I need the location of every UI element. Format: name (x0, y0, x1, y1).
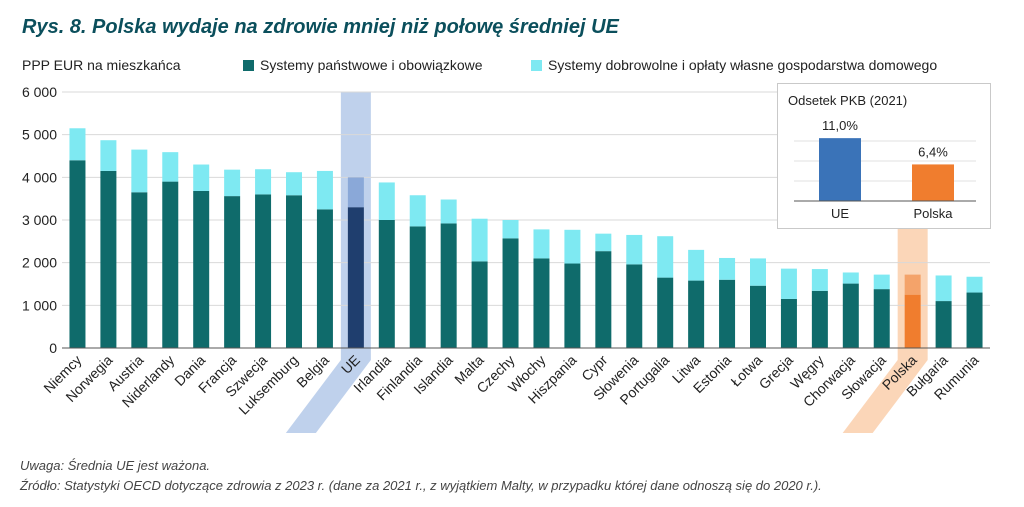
bar-public-Estonia (719, 279, 736, 348)
legend-item-public: Systemy państwowe i obowiązkowe (243, 57, 483, 73)
bar-voluntary-Irlandia (378, 182, 395, 220)
bar-voluntary-Austria (131, 149, 148, 193)
inset-category-label: UE (831, 206, 849, 221)
bar-voluntary-Finlandia (409, 195, 426, 227)
inset-title: Odsetek PKB (2021) (788, 93, 908, 108)
bar-voluntary-Francja (224, 169, 241, 197)
inset-bar-chart: 11,0% UE 6,4% Polska (794, 118, 976, 221)
bar-public-Włochy (533, 258, 550, 348)
bar-public-Bułgaria (935, 301, 952, 348)
bar-public-Islandia (440, 223, 457, 348)
bar-public-Irlandia (378, 220, 395, 348)
bar-voluntary-Grecja (780, 268, 797, 299)
bar-voluntary-Bułgaria (935, 275, 952, 302)
y-tick-label: 5 000 (22, 127, 57, 143)
bar-public-Belgia (316, 209, 333, 348)
bar-voluntary-Estonia (719, 257, 736, 280)
y-tick-label: 0 (49, 340, 57, 356)
bar-voluntary-Norwegia (100, 140, 117, 171)
y-tick-label: 1 000 (22, 297, 57, 313)
inset-value-label: 6,4% (918, 144, 948, 159)
bar-voluntary-Malta (471, 218, 488, 262)
chart-title: Rys. 8. Polska wydaje na zdrowie mniej n… (22, 16, 619, 38)
source-text: Źródło: Statystyki OECD dotyczące zdrowi… (20, 478, 822, 493)
y-tick-label: 2 000 (22, 255, 57, 271)
bar-voluntary-Luksemburg (286, 172, 302, 196)
bar-public-Litwa (688, 280, 705, 348)
bar-public-Francja (224, 196, 241, 348)
bar-voluntary-Niderlandy (162, 152, 179, 182)
bar-voluntary-Włochy (533, 229, 550, 259)
bar-voluntary-Portugalia (657, 236, 674, 278)
inset-value-label: 11,0% (822, 118, 858, 133)
bar-voluntary-UE (347, 177, 364, 208)
bar-public-Czechy (502, 238, 519, 348)
bar-public-Dania (193, 190, 210, 348)
y-axis-unit-label: PPP EUR na mieszkańca (22, 57, 181, 73)
bar-public-Grecja (780, 298, 797, 348)
bar-public-Austria (131, 192, 148, 348)
legend-label-public: Systemy państwowe i obowiązkowe (260, 57, 483, 73)
bar-public-Finlandia (409, 226, 426, 348)
bar-public-Szwecja (255, 194, 272, 348)
bar-voluntary-Niemcy (69, 128, 86, 161)
bar-voluntary-Rumunia (966, 276, 983, 293)
bar-public-Łotwa (750, 285, 766, 348)
bar-voluntary-Litwa (688, 249, 705, 281)
bar-public-UE (347, 207, 364, 348)
y-tick-label: 4 000 (22, 169, 57, 185)
bar-voluntary-Hiszpania (564, 229, 581, 264)
highlight-ribbon-eu (285, 360, 371, 433)
bar-public-Cypr (595, 251, 612, 348)
y-tick-label: 6 000 (22, 84, 57, 100)
y-tick-label: 3 000 (22, 212, 57, 228)
bar-public-Portugalia (657, 277, 674, 348)
bar-voluntary-Belgia (316, 170, 333, 210)
bar-public-Węgry (811, 290, 828, 348)
bar-voluntary-Czechy (502, 220, 519, 239)
legend-label-voluntary: Systemy dobrowolne i opłaty własne gospo… (548, 57, 938, 73)
inset-bar-Polska (912, 164, 954, 201)
bar-public-Niemcy (69, 160, 86, 348)
note-text: Uwaga: Średnia UE jest ważona. (20, 458, 211, 473)
bar-public-Rumunia (966, 292, 983, 348)
bar-voluntary-Łotwa (750, 258, 766, 286)
bar-voluntary-Węgry (811, 269, 828, 291)
legend-item-voluntary: Systemy dobrowolne i opłaty własne gospo… (531, 57, 937, 73)
bar-voluntary-Słowacja (873, 274, 890, 290)
legend-swatch-voluntary (531, 60, 542, 71)
bar-public-Słowenia (626, 264, 643, 348)
bar-public-Norwegia (100, 170, 117, 348)
bar-voluntary-Islandia (440, 199, 457, 224)
bar-public-Niderlandy (162, 181, 179, 348)
bar-voluntary-Chorwacja (842, 272, 859, 284)
legend-swatch-public (243, 60, 254, 71)
highlight-ribbon-pl (842, 360, 928, 433)
bar-public-Hiszpania (564, 263, 581, 348)
inset-category-label: Polska (913, 206, 953, 221)
bar-voluntary-Szwecja (255, 169, 272, 195)
gdp-share-inset: Odsetek PKB (2021) 11,0% UE 6,4% Polska (777, 83, 991, 229)
bar-public-Chorwacja (842, 283, 859, 348)
bar-public-Polska (904, 294, 921, 348)
bar-public-Malta (471, 261, 488, 348)
inset-bar-UE (819, 138, 861, 201)
x-tick-label: Grecja (756, 352, 797, 393)
bar-voluntary-Dania (193, 164, 210, 191)
bar-public-Luksemburg (286, 195, 302, 348)
bar-voluntary-Słowenia (626, 234, 643, 265)
bar-voluntary-Polska (904, 274, 921, 295)
bar-public-Słowacja (873, 289, 890, 348)
bar-voluntary-Cypr (595, 233, 612, 252)
